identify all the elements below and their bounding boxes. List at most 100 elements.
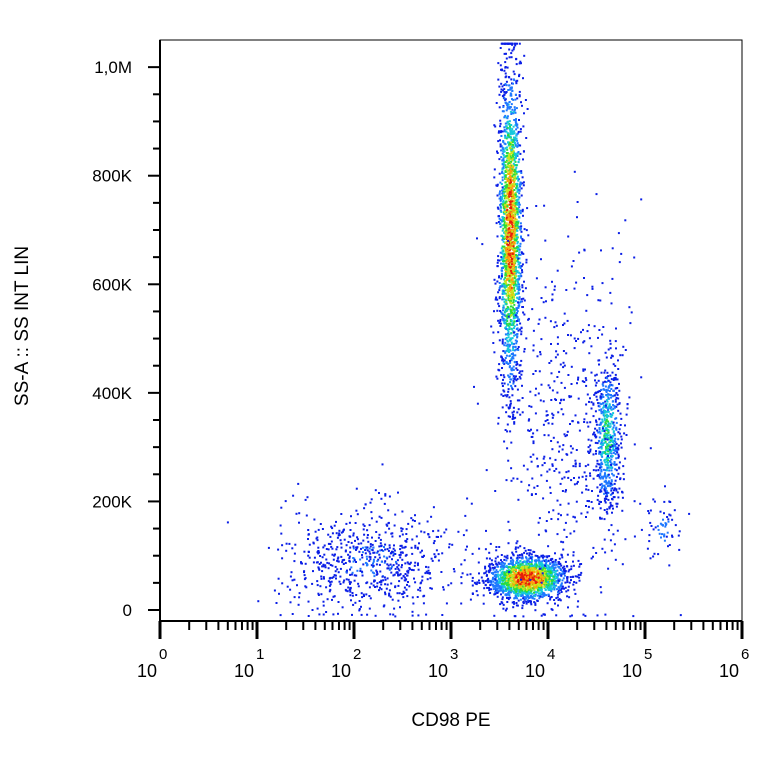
data-point	[525, 600, 528, 603]
data-point	[534, 593, 537, 596]
data-point	[516, 554, 519, 557]
data-point	[557, 578, 560, 581]
data-point	[518, 75, 520, 78]
data-point	[514, 596, 517, 599]
data-point	[513, 224, 516, 227]
data-point	[506, 343, 509, 346]
data-point	[607, 420, 610, 423]
data-point	[598, 402, 601, 405]
data-point	[504, 184, 507, 187]
data-point	[518, 251, 521, 254]
data-point	[530, 590, 533, 593]
data-point	[404, 545, 407, 548]
data-point	[374, 614, 377, 617]
data-point	[342, 581, 345, 584]
data-point	[508, 48, 511, 51]
data-point	[508, 287, 511, 290]
data-point	[515, 292, 518, 295]
data-point	[510, 78, 513, 81]
data-point	[503, 300, 506, 303]
data-point	[610, 480, 613, 483]
data-point	[603, 439, 606, 442]
data-points-layer	[226, 42, 691, 618]
data-point	[519, 413, 522, 416]
data-point	[500, 586, 503, 589]
data-point	[506, 225, 509, 227]
data-point	[512, 293, 515, 296]
data-point	[554, 570, 557, 573]
data-point	[320, 593, 323, 596]
data-point	[597, 402, 600, 405]
data-point	[547, 595, 550, 597]
data-point	[500, 563, 503, 566]
data-point	[605, 476, 608, 479]
data-point	[611, 440, 614, 442]
data-point	[607, 444, 610, 447]
data-point	[572, 551, 575, 554]
data-point	[512, 169, 514, 172]
data-point	[363, 525, 366, 527]
data-point	[469, 598, 472, 601]
data-point	[425, 565, 427, 568]
data-point	[485, 570, 488, 573]
data-point	[572, 583, 575, 586]
data-point	[517, 225, 519, 228]
data-point	[423, 594, 426, 597]
data-point	[612, 422, 614, 425]
data-point	[503, 390, 506, 393]
data-point	[508, 261, 511, 264]
data-point	[426, 578, 429, 581]
data-point	[504, 310, 507, 313]
data-point	[592, 469, 595, 472]
data-point	[515, 367, 518, 370]
data-point	[612, 446, 615, 449]
data-point	[534, 559, 536, 562]
data-point	[510, 52, 513, 55]
data-point	[304, 498, 307, 501]
data-point	[322, 613, 325, 616]
data-point	[430, 515, 433, 518]
data-point	[502, 219, 505, 222]
data-point	[509, 203, 512, 206]
data-point	[518, 375, 521, 378]
data-point	[536, 589, 539, 591]
data-point	[506, 185, 509, 188]
data-point	[511, 268, 514, 271]
data-point	[600, 408, 603, 411]
data-point	[606, 410, 609, 413]
data-point	[509, 166, 512, 169]
data-point	[508, 290, 510, 293]
data-point	[518, 73, 521, 76]
data-point	[604, 423, 606, 426]
data-point	[501, 262, 504, 265]
data-point	[513, 274, 516, 277]
data-point	[607, 389, 609, 392]
data-point	[342, 563, 345, 565]
data-point	[502, 603, 505, 606]
data-point	[599, 477, 602, 480]
data-point	[355, 548, 357, 551]
data-point	[500, 355, 503, 358]
data-point	[510, 261, 513, 264]
data-point	[514, 333, 517, 336]
data-point	[516, 369, 519, 371]
data-point	[532, 568, 535, 571]
data-point	[608, 393, 611, 396]
data-point	[564, 586, 567, 589]
data-point	[618, 461, 621, 464]
data-point	[554, 572, 557, 575]
data-point	[525, 560, 528, 563]
data-point	[511, 214, 514, 217]
data-point	[493, 351, 496, 354]
data-point	[503, 265, 506, 268]
data-point	[533, 579, 536, 582]
data-point	[522, 569, 525, 572]
data-point	[356, 513, 359, 516]
data-point	[501, 238, 504, 241]
data-point	[610, 489, 613, 492]
data-point	[511, 192, 514, 195]
data-point	[484, 584, 487, 587]
data-point	[395, 571, 398, 574]
data-point	[513, 325, 516, 328]
data-point	[561, 579, 564, 582]
